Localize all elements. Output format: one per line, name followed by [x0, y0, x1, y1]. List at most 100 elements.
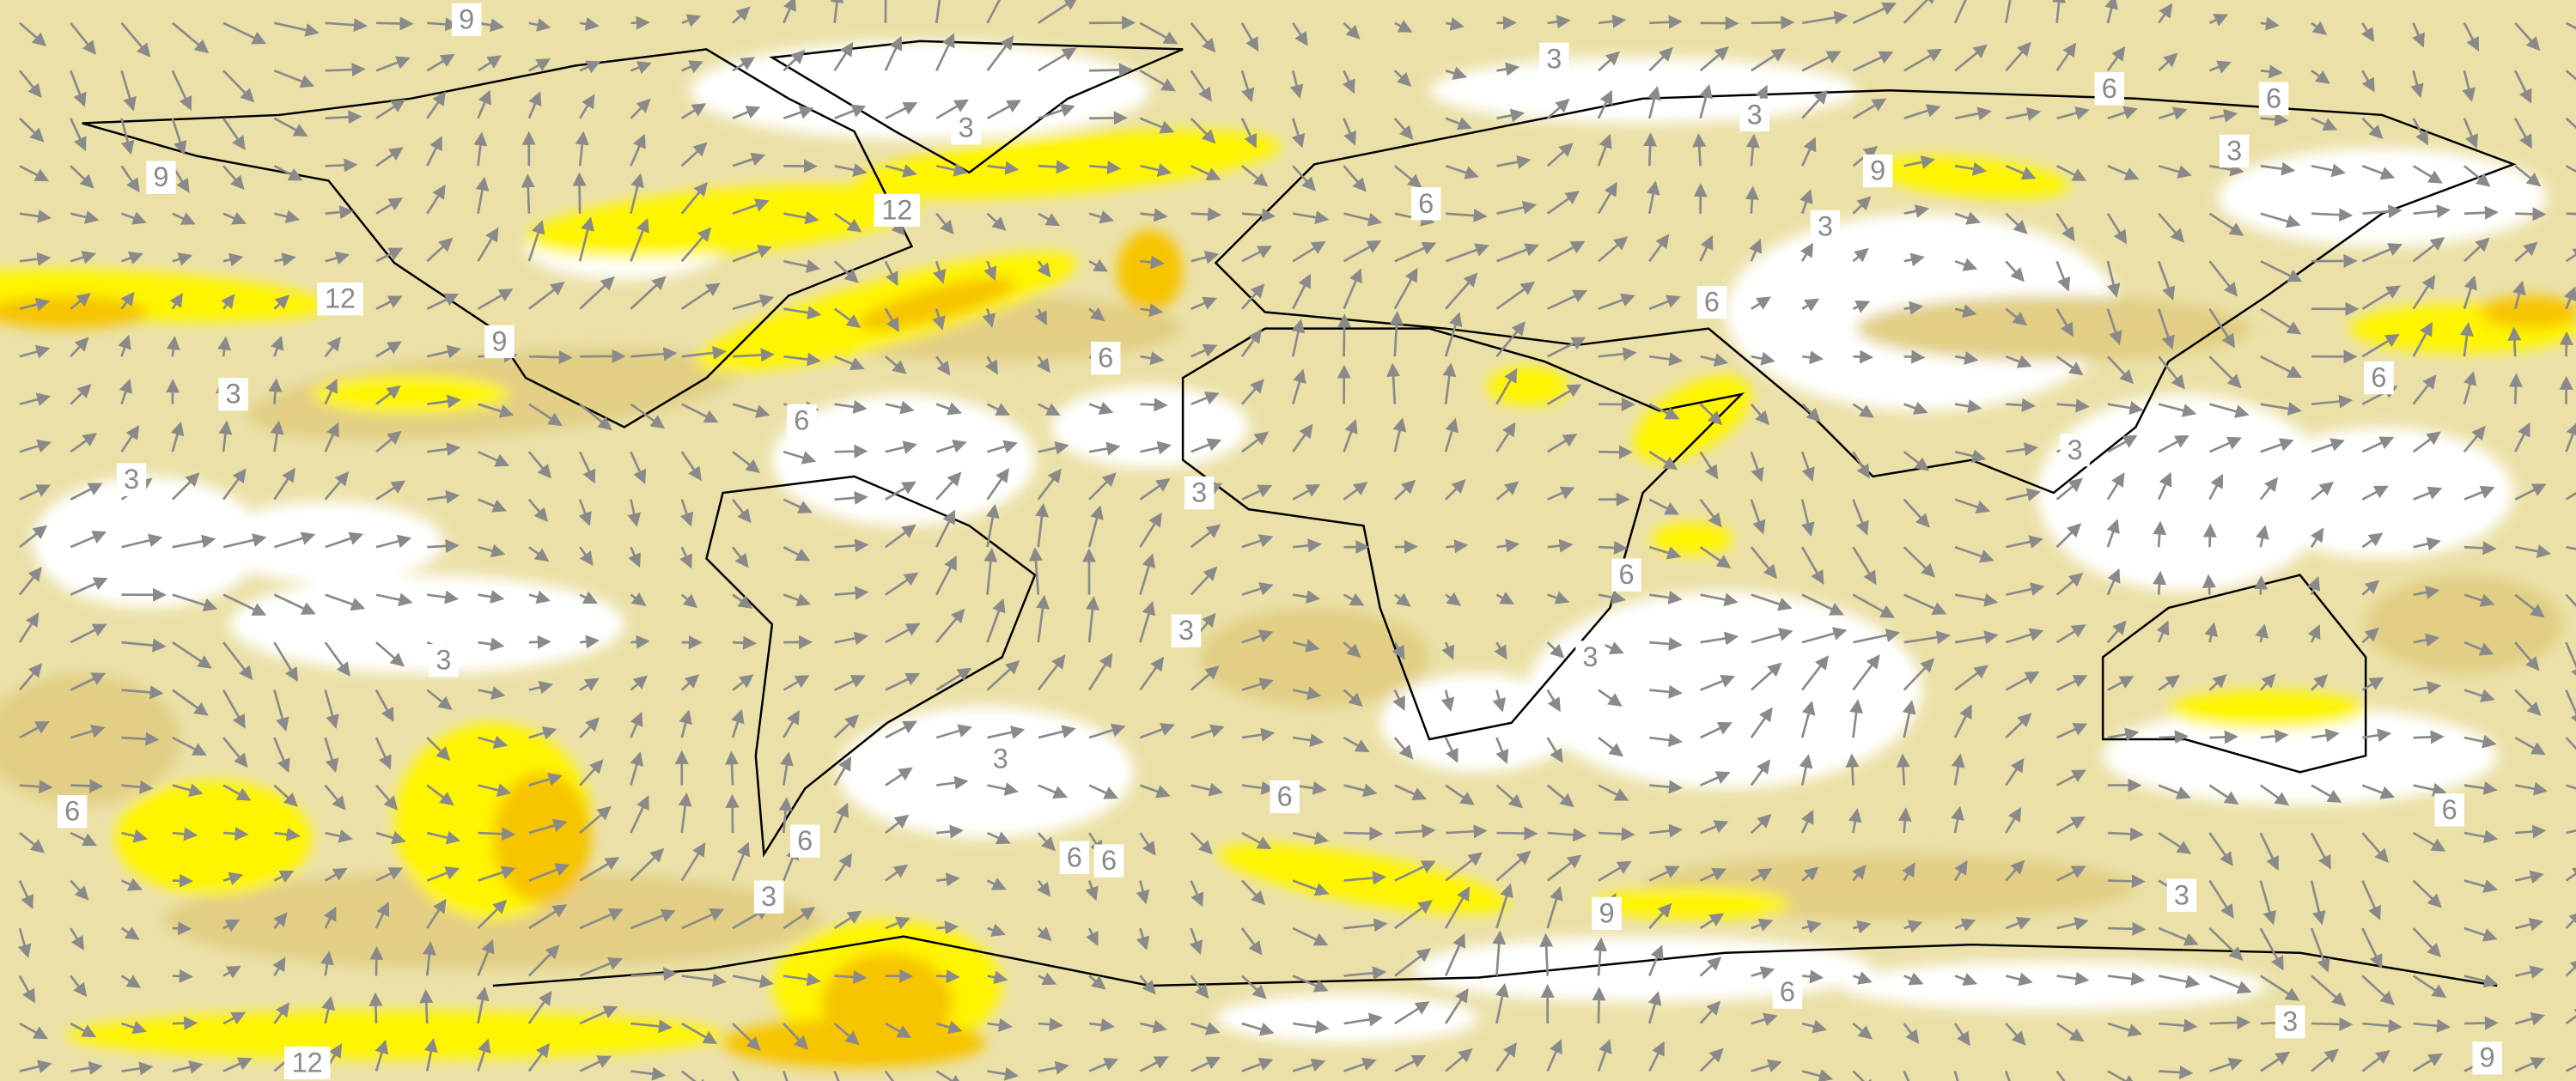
wind-arrow — [2260, 212, 2301, 228]
wind-arrow — [1292, 423, 1313, 452]
wind-arrow — [1496, 62, 1520, 76]
wind-arrow — [680, 674, 700, 691]
wind-arrow — [1648, 498, 1679, 515]
wind-arrow — [426, 737, 451, 762]
wind-arrow — [70, 623, 107, 644]
wind-arrow — [2106, 568, 2121, 596]
wind-arrow — [268, 378, 283, 404]
wind-arrow — [1087, 653, 1113, 691]
wind-arrow — [2208, 784, 2239, 805]
wind-arrow — [986, 35, 1014, 72]
wind-arrow — [475, 176, 490, 214]
wind-arrow — [172, 252, 193, 266]
contour-label-box — [1410, 187, 1441, 221]
wind-arrow — [1139, 975, 1156, 995]
wind-arrow — [2259, 784, 2290, 806]
wind-arrow — [1343, 736, 1370, 753]
wind-arrow — [1343, 21, 1361, 39]
wind-arrow — [1139, 656, 1165, 691]
wind-arrow — [1954, 592, 1999, 607]
wind-arrow — [18, 663, 43, 691]
wind-arrow — [572, 172, 587, 214]
wind-arrow — [1445, 66, 1468, 80]
speed-band — [1117, 229, 1184, 313]
wind-arrow — [528, 58, 551, 72]
wind-arrow — [2459, 322, 2474, 357]
wind-arrow — [1393, 117, 1414, 140]
wind-arrow — [1038, 212, 1061, 227]
contour-label: 6 — [794, 404, 809, 435]
wind-arrow — [1088, 1057, 1119, 1072]
wind-arrow — [273, 737, 290, 774]
wind-arrow — [732, 593, 753, 609]
wind-arrow — [1646, 180, 1660, 214]
wind-arrow — [2311, 784, 2342, 803]
contour-label-box — [1539, 42, 1569, 76]
wind-arrow — [426, 136, 442, 167]
wind-arrow — [2413, 782, 2447, 797]
wind-arrow — [732, 1023, 761, 1051]
wind-arrow — [935, 667, 972, 691]
wind-arrow — [273, 165, 303, 181]
wind-arrow — [1394, 784, 1428, 800]
wind-arrow — [2159, 1065, 2194, 1080]
wind-arrow — [833, 41, 854, 72]
wind-arrow — [2311, 117, 2338, 131]
wind-arrow — [70, 724, 106, 739]
wind-arrow — [1495, 281, 1536, 310]
wind-arrow — [1954, 304, 1977, 319]
wind-arrow — [2158, 52, 2178, 72]
wind-arrow — [2055, 816, 2086, 835]
wind-arrow — [783, 306, 822, 320]
speed-band — [2366, 574, 2563, 674]
wind-arrow — [1751, 593, 1793, 611]
wind-arrow — [1954, 665, 1988, 691]
contour-label-box — [1810, 210, 1841, 244]
wind-arrow — [2413, 1018, 2451, 1033]
wind-arrow — [2412, 975, 2447, 999]
wind-arrow — [1292, 22, 1308, 46]
wind-arrow — [19, 117, 45, 143]
wind-arrow — [2463, 926, 2498, 942]
wind-arrow — [2514, 736, 2546, 756]
wind-arrow — [1140, 255, 1165, 270]
wind-arrow — [1496, 826, 1538, 841]
wind-arrow — [2514, 1057, 2546, 1072]
wind-arrow — [527, 944, 560, 977]
wind-arrow — [885, 864, 909, 882]
wind-arrow — [679, 709, 692, 738]
wind-arrow — [1692, 132, 1707, 167]
wind-arrow — [169, 293, 183, 310]
wind-arrow — [477, 227, 499, 262]
antarctica — [492, 935, 2498, 987]
wind-arrow — [783, 450, 817, 465]
wind-arrow — [1292, 639, 1320, 653]
wind-arrow — [1648, 451, 1678, 471]
wind-arrow — [1393, 737, 1414, 760]
wind-arrow — [118, 334, 131, 357]
wind-arrow — [627, 499, 642, 527]
wind-arrow — [579, 1055, 612, 1072]
wind-arrow — [1037, 468, 1062, 501]
wind-arrow — [1903, 546, 1936, 578]
wind-arrow — [1597, 133, 1612, 167]
wind-arrow — [630, 847, 665, 882]
contour-label-box — [1739, 98, 1769, 132]
wind-arrow — [1800, 137, 1817, 167]
wind-arrow — [936, 775, 969, 790]
wind-arrow — [1394, 1001, 1430, 1025]
wind-arrow — [1954, 449, 1987, 463]
wind-arrow — [1037, 832, 1056, 852]
wind-arrow — [783, 210, 819, 225]
contour-label: 3 — [761, 881, 776, 912]
wind-arrow — [273, 870, 295, 884]
wind-arrow — [1954, 918, 1976, 932]
wind-arrow — [2158, 434, 2189, 453]
wind-arrow — [172, 641, 212, 669]
wind-arrow — [1648, 944, 1664, 977]
wind-arrow — [2514, 241, 2538, 263]
wind-arrow — [731, 708, 745, 738]
wind-arrow — [986, 100, 1021, 119]
wind-arrow — [2006, 442, 2038, 457]
wind-arrow — [1751, 966, 1775, 980]
